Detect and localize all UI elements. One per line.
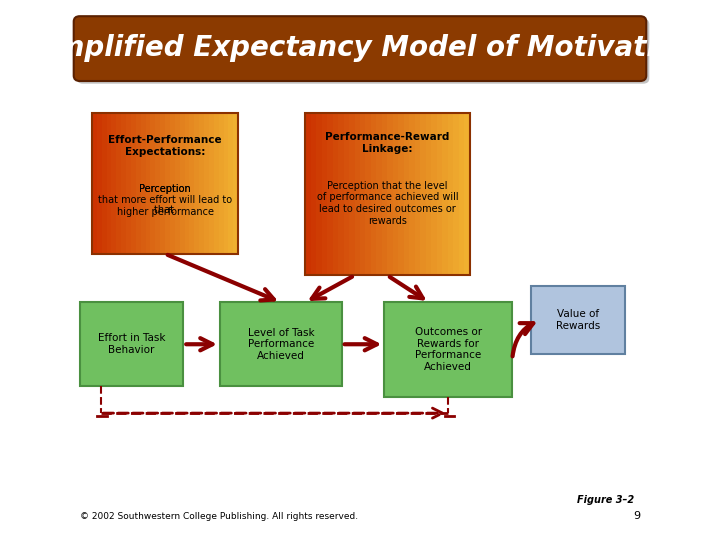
Bar [305,113,469,275]
Bar [92,113,238,254]
Bar [404,113,410,275]
Bar [80,302,184,386]
FancyBboxPatch shape [77,19,649,84]
Bar [338,113,344,275]
Bar [431,113,437,275]
Bar [371,113,377,275]
Bar [366,113,372,275]
Bar [343,113,350,275]
Bar [426,113,432,275]
Bar [415,113,421,275]
Text: Effort in Task
Behavior: Effort in Task Behavior [98,333,166,355]
Bar [150,113,156,254]
Bar [184,113,190,254]
Bar [126,113,132,254]
Bar [107,113,112,254]
Bar [102,113,107,254]
Bar [316,113,323,275]
Bar [223,113,229,254]
Bar [437,113,443,275]
Bar [112,113,117,254]
Bar [377,113,382,275]
Text: that: that [153,205,176,215]
Bar [97,113,102,254]
Bar [145,113,151,254]
Bar [165,113,171,254]
Bar [464,113,470,275]
Bar [204,113,210,254]
Bar [453,113,459,275]
Bar [170,113,176,254]
Text: Perception that the level
of performance achieved will
lead to desired outcomes : Perception that the level of performance… [317,181,458,226]
Bar [117,113,122,254]
Text: Performance-Reward
Linkage:: Performance-Reward Linkage: [325,132,449,154]
Bar [322,113,328,275]
Text: Simplified Expectancy Model of Motivation: Simplified Expectancy Model of Motivatio… [26,33,694,62]
Text: Value of
Rewards: Value of Rewards [556,309,600,330]
Bar [92,113,97,254]
Bar [194,113,200,254]
Bar [420,113,426,275]
Bar [199,113,204,254]
Bar [220,302,342,386]
Bar [354,113,361,275]
Bar [387,113,394,275]
Bar [382,113,388,275]
Bar [384,302,513,397]
Bar [327,113,333,275]
Text: 9: 9 [633,511,640,521]
Text: Perception: Perception [139,184,191,194]
Bar [180,113,185,254]
Bar [398,113,405,275]
Bar [333,113,338,275]
Bar [531,286,625,354]
Bar [393,113,399,275]
Bar [228,113,234,254]
Bar [131,113,137,254]
Bar [310,113,317,275]
Bar [459,113,465,275]
Text: Outcomes or
Rewards for
Performance
Achieved: Outcomes or Rewards for Performance Achi… [415,327,482,372]
Bar [360,113,366,275]
Bar [161,113,166,254]
Text: © 2002 Southwestern College Publishing. All rights reserved.: © 2002 Southwestern College Publishing. … [80,512,358,521]
Text: Perception
that more effort will lead to
higher performance: Perception that more effort will lead to… [98,184,232,217]
Bar [448,113,454,275]
Bar [214,113,220,254]
Bar [410,113,415,275]
Bar [305,113,311,275]
Text: Figure 3–2: Figure 3–2 [577,495,634,505]
Bar [175,113,180,254]
Text: Effort-Performance
Expectations:: Effort-Performance Expectations: [108,135,222,157]
Text: Level of Task
Performance
Achieved: Level of Task Performance Achieved [248,328,314,361]
Bar [136,113,141,254]
Bar [140,113,146,254]
FancyBboxPatch shape [73,16,647,81]
Bar [189,113,195,254]
Bar [233,113,239,254]
Bar [219,113,224,254]
Bar [156,113,161,254]
Bar [121,113,127,254]
Bar [349,113,355,275]
Bar [442,113,449,275]
Bar [209,113,215,254]
